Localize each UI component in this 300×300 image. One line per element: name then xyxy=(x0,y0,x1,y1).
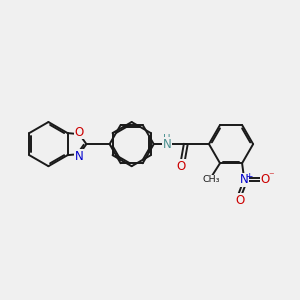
Text: CH₃: CH₃ xyxy=(203,175,220,184)
Text: N: N xyxy=(240,173,249,186)
Text: N: N xyxy=(75,150,84,163)
Text: ⁻: ⁻ xyxy=(268,171,274,181)
Text: O: O xyxy=(235,194,244,207)
Text: H: H xyxy=(163,134,171,144)
Text: O: O xyxy=(75,126,84,139)
Text: +: + xyxy=(245,172,252,181)
Text: O: O xyxy=(260,173,269,186)
Text: O: O xyxy=(176,160,186,173)
Text: N: N xyxy=(163,138,171,151)
